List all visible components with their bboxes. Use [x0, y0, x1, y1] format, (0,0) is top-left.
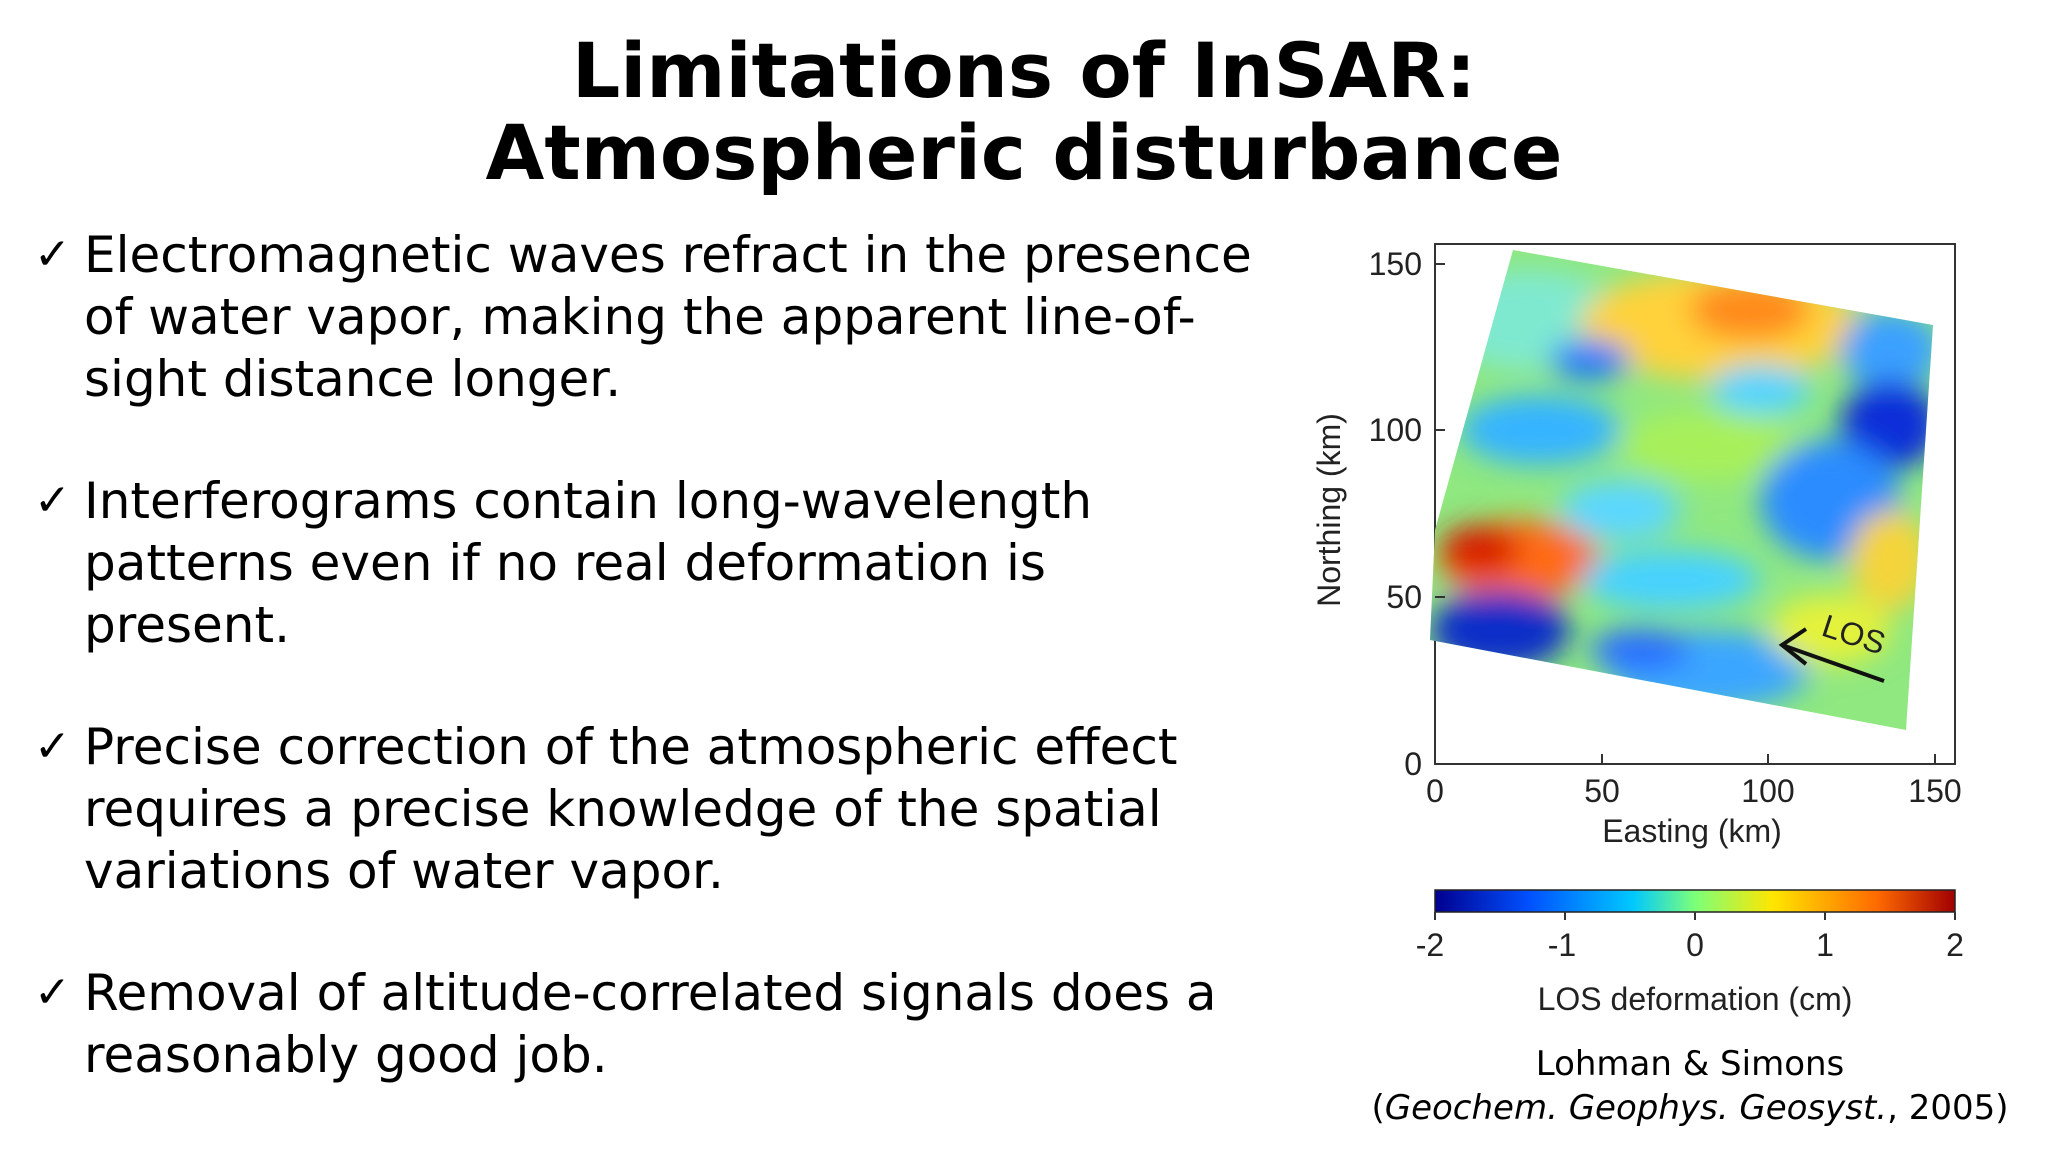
los-arrowhead-icon: [1778, 627, 1808, 666]
interferogram-image: [1430, 250, 1933, 730]
los-arrow-icon: [1781, 643, 1885, 683]
bullet-item: ✓ Electromagnetic waves refract in the p…: [34, 224, 1264, 410]
x-tick-label: 100: [1741, 773, 1794, 809]
y-tick-label: 50: [1386, 579, 1422, 615]
slide-title: Limitations of InSAR: Atmospheric distur…: [0, 30, 2048, 194]
citation-source: (Geochem. Geophys. Geosyst., 2005): [1330, 1086, 2048, 1130]
plot-frame: [1434, 243, 1956, 765]
colorbar-label: LOS deformation (cm): [1538, 981, 1853, 1017]
checkmark-icon: ✓: [34, 229, 71, 280]
figure-citation: Lohman & Simons (Geochem. Geophys. Geosy…: [1330, 1042, 2048, 1130]
bullet-text: Precise correction of the atmospheric ef…: [84, 718, 1178, 900]
title-line-1: Limitations of InSAR:: [571, 26, 1477, 115]
bullet-text: Interferograms contain long-wavelength p…: [84, 472, 1093, 654]
bullet-text: Electromagnetic waves refract in the pre…: [84, 226, 1252, 408]
colorbar-tick-label: 1: [1816, 927, 1834, 963]
bullet-item: ✓ Precise correction of the atmospheric …: [34, 716, 1264, 902]
citation-open-paren: (: [1371, 1088, 1385, 1128]
citation-journal: Geochem. Geophys. Geosyst.: [1384, 1088, 1888, 1128]
checkmark-icon: ✓: [34, 475, 71, 526]
title-line-2: Atmospheric disturbance: [485, 108, 1563, 197]
x-axis-label: Easting (km): [1602, 813, 1782, 849]
x-tick-label: 150: [1908, 773, 1961, 809]
interferogram-svg: LOS 0 50 100 150 Northing (km) 0 50 100 …: [1311, 243, 1964, 1017]
colorbar-tick-label: 2: [1946, 927, 1964, 963]
colorbar-tick-label: -2: [1416, 927, 1444, 963]
bullet-item: ✓ Removal of altitude-correlated signals…: [34, 962, 1264, 1086]
y-tick-label: 100: [1369, 412, 1422, 448]
x-tick-label: 50: [1584, 773, 1620, 809]
checkmark-icon: ✓: [34, 721, 71, 772]
y-tick-label: 0: [1404, 746, 1422, 782]
colorbar-tick-label: 0: [1686, 927, 1704, 963]
interferogram-figure: LOS 0 50 100 150 Northing (km) 0 50 100 …: [1290, 230, 2010, 1040]
colorbar: [1434, 889, 1956, 913]
bullet-list: ✓ Electromagnetic waves refract in the p…: [34, 224, 1264, 1146]
x-tick-label: 0: [1426, 773, 1444, 809]
y-axis-label: Northing (km): [1311, 413, 1347, 607]
y-tick-label: 150: [1369, 246, 1422, 282]
colorbar-tick-label: -1: [1548, 927, 1576, 963]
bullet-item: ✓ Interferograms contain long-wavelength…: [34, 470, 1264, 656]
citation-year: , 2005): [1887, 1088, 2009, 1128]
bullet-text: Removal of altitude-correlated signals d…: [84, 964, 1217, 1084]
checkmark-icon: ✓: [34, 967, 71, 1018]
citation-authors: Lohman & Simons: [1535, 1044, 1845, 1084]
